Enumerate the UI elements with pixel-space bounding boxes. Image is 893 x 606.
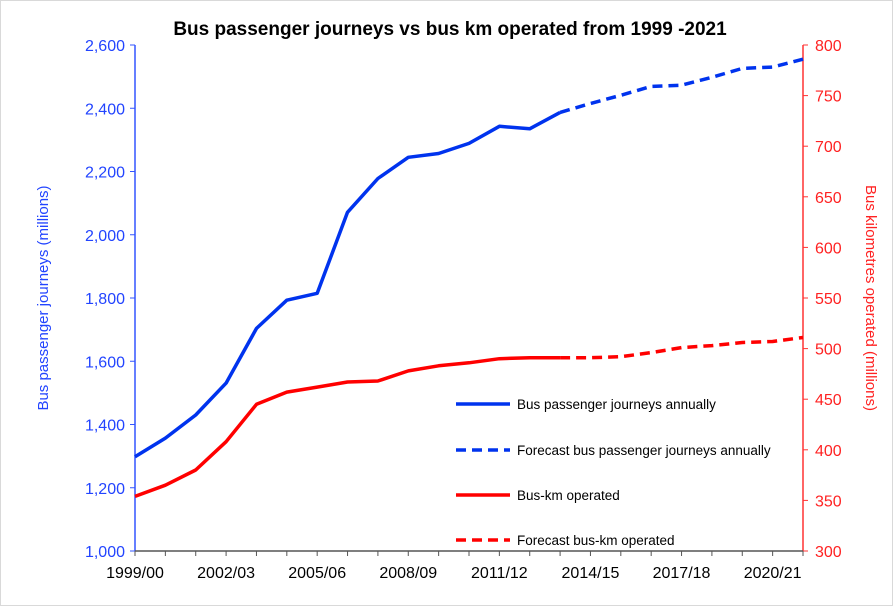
x-tick-label: 2008/09: [379, 565, 437, 582]
right-y-tick-label: 400: [815, 443, 842, 460]
x-tick-label: 2017/18: [653, 565, 711, 582]
left-y-tick-label: 1,400: [85, 418, 125, 435]
left-y-tick-label: 1,800: [85, 291, 125, 308]
right-y-tick-label: 650: [815, 190, 842, 207]
x-tick-label: 2011/12: [471, 565, 528, 582]
x-tick-label: 2005/06: [288, 565, 346, 582]
right-y-tick-label: 450: [815, 392, 842, 409]
left-y-tick-label: 2,200: [85, 165, 125, 182]
legend-label: Bus-km operated: [517, 488, 620, 503]
left-y-tick-label: 1,000: [85, 544, 125, 561]
legend-label: Bus passenger journeys annually: [517, 397, 716, 412]
left-y-tick-label: 1,200: [85, 481, 125, 498]
x-tick-label: 1999/00: [106, 565, 164, 582]
left-y-tick-label: 2,400: [85, 101, 125, 118]
right-y-tick-label: 800: [815, 38, 842, 55]
series-line-2: [134, 355, 561, 499]
series-line-1: [559, 57, 804, 115]
left-y-tick-label: 2,600: [85, 38, 125, 55]
left-y-tick-label: 2,000: [85, 228, 125, 245]
right-y-tick-label: 350: [815, 493, 842, 510]
chart-title: Bus passenger journeys vs bus km operate…: [173, 19, 727, 40]
legend-label: Forecast bus passenger journeys annually: [517, 443, 771, 458]
left-axis-label: Bus passenger journeys (millions): [35, 185, 52, 410]
legend-label: Forecast bus-km operated: [517, 533, 675, 548]
x-tick-label: 2014/15: [562, 565, 620, 582]
right-axis-label: Bus kilometres operated (millions): [862, 185, 879, 411]
right-y-tick-label: 700: [815, 139, 842, 156]
right-y-tick-label: 750: [815, 89, 842, 106]
x-tick-label: 2002/03: [197, 565, 255, 582]
x-tick-label: 2020/21: [744, 565, 802, 582]
series-line-3: [560, 335, 804, 360]
left-y-tick-label: 1,600: [85, 354, 125, 371]
right-y-tick-label: 300: [815, 544, 842, 561]
right-y-tick-label: 600: [815, 240, 842, 257]
right-y-tick-label: 550: [815, 291, 842, 308]
right-y-tick-label: 500: [815, 342, 842, 359]
